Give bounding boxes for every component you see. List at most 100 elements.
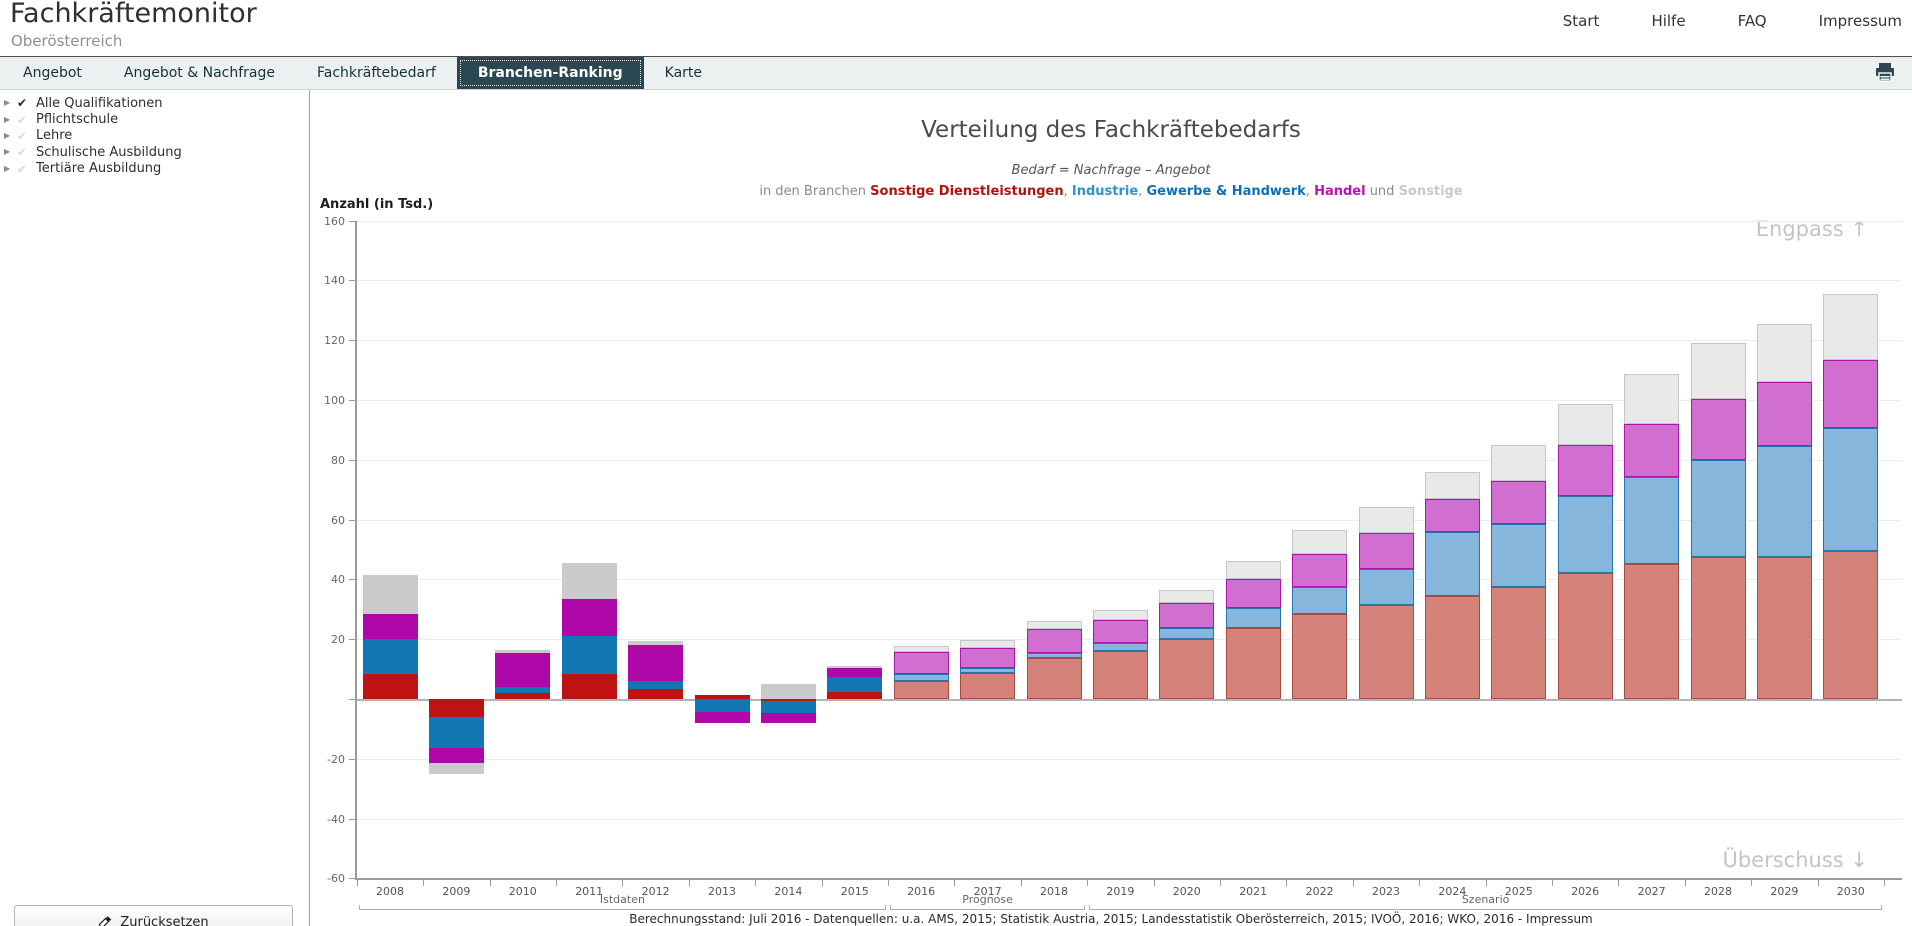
bar-segment-2013-dienstleistungen[interactable] [694, 694, 750, 699]
bar-segment-2019-sonstige[interactable] [1092, 610, 1148, 621]
bar-segment-2030-handel[interactable] [1823, 360, 1879, 429]
bar-segment-2030-dienstleistungen[interactable] [1823, 550, 1879, 699]
bar-segment-2008-dienstleistungen[interactable] [362, 673, 418, 699]
bar-segment-2011-handel[interactable] [561, 598, 617, 637]
nav-link-hilfe[interactable]: Hilfe [1651, 12, 1686, 30]
tree-expand-icon[interactable]: ▶ [4, 98, 11, 108]
bar-segment-2024-handel[interactable] [1424, 498, 1480, 533]
bar-segment-2018-industrie[interactable] [1026, 652, 1082, 658]
bar-segment-2023-handel[interactable] [1358, 533, 1414, 569]
bar-segment-2025-handel[interactable] [1491, 480, 1547, 525]
bar-segment-2028-industrie[interactable] [1690, 459, 1746, 557]
bar-segment-2025-dienstleistungen[interactable] [1491, 587, 1547, 699]
print-button[interactable] [1874, 61, 1896, 83]
bar-segment-2030-sonstige[interactable] [1823, 294, 1879, 361]
bar-segment-2015-sonstige[interactable] [827, 666, 883, 668]
bar-segment-2017-industrie[interactable] [960, 667, 1016, 673]
bar-segment-2013-industrie[interactable] [694, 699, 750, 713]
bar-segment-2026-industrie[interactable] [1557, 495, 1613, 574]
tree-expand-icon[interactable]: ▶ [4, 130, 11, 140]
bar-segment-2018-dienstleistungen[interactable] [1026, 657, 1082, 699]
bar-segment-2022-dienstleistungen[interactable] [1292, 614, 1348, 699]
tab-karte[interactable]: Karte [664, 65, 703, 81]
bar-segment-2027-handel[interactable] [1624, 423, 1680, 477]
bar-segment-2024-industrie[interactable] [1424, 532, 1480, 597]
bar-segment-2012-sonstige[interactable] [628, 640, 684, 646]
bar-segment-2029-industrie[interactable] [1756, 446, 1812, 557]
bar-segment-2027-sonstige[interactable] [1624, 374, 1680, 424]
bar-segment-2028-handel[interactable] [1690, 399, 1746, 460]
reset-button[interactable]: Zurücksetzen [14, 905, 293, 926]
tab-fachkr-ftebedarf[interactable]: Fachkräftebedarf [317, 65, 436, 81]
bar-segment-2029-dienstleistungen[interactable] [1756, 556, 1812, 699]
bar-segment-2030-industrie[interactable] [1823, 428, 1879, 551]
nav-link-impressum[interactable]: Impressum [1818, 12, 1902, 30]
bar-segment-2026-dienstleistungen[interactable] [1557, 573, 1613, 699]
bar-segment-2017-handel[interactable] [960, 647, 1016, 668]
bar-segment-2010-sonstige[interactable] [495, 649, 551, 653]
sidebar-item-pflichtschule[interactable]: ▶ ✔ Pflichtschule [4, 111, 305, 127]
bar-segment-2026-sonstige[interactable] [1557, 403, 1613, 445]
nav-link-start[interactable]: Start [1562, 12, 1600, 30]
sidebar-item-lehre[interactable]: ▶ ✔ Lehre [4, 128, 305, 144]
sidebar-item-terti-re-ausbildung[interactable]: ▶ ✔ Tertiäre Ausbildung [4, 161, 305, 177]
bar-segment-2010-industrie[interactable] [495, 687, 551, 693]
bar-segment-2019-industrie[interactable] [1092, 643, 1148, 652]
bar-segment-2021-dienstleistungen[interactable] [1225, 628, 1281, 699]
bar-segment-2021-industrie[interactable] [1225, 608, 1281, 629]
bar-segment-2028-sonstige[interactable] [1690, 342, 1746, 400]
bar-segment-2017-dienstleistungen[interactable] [960, 672, 1016, 699]
bar-segment-2011-industrie[interactable] [561, 636, 617, 674]
bar-segment-2020-handel[interactable] [1159, 602, 1215, 629]
bar-segment-2010-handel[interactable] [495, 652, 551, 688]
bar-segment-2025-sonstige[interactable] [1491, 444, 1547, 481]
bar-segment-2029-sonstige[interactable] [1756, 324, 1812, 383]
bar-segment-2009-sonstige[interactable] [428, 763, 484, 774]
bar-segment-2014-sonstige[interactable] [760, 684, 816, 699]
bar-segment-2019-dienstleistungen[interactable] [1092, 651, 1148, 699]
bar-segment-2018-sonstige[interactable] [1026, 620, 1082, 629]
bar-segment-2020-industrie[interactable] [1159, 628, 1215, 640]
bar-segment-2008-industrie[interactable] [362, 639, 418, 674]
bar-segment-2017-sonstige[interactable] [960, 639, 1016, 648]
nav-link-faq[interactable]: FAQ [1737, 12, 1767, 30]
tree-expand-icon[interactable]: ▶ [4, 163, 11, 173]
bar-segment-2016-handel[interactable] [893, 651, 949, 674]
bar-segment-2014-handel[interactable] [760, 713, 816, 723]
checkmark-icon[interactable]: ✔ [17, 112, 28, 127]
bar-segment-2024-dienstleistungen[interactable] [1424, 596, 1480, 699]
bar-segment-2015-dienstleistungen[interactable] [827, 691, 883, 699]
bar-segment-2020-sonstige[interactable] [1159, 589, 1215, 603]
bar-segment-2013-handel[interactable] [694, 712, 750, 723]
bar-segment-2026-handel[interactable] [1557, 444, 1613, 496]
bar-segment-2021-handel[interactable] [1225, 579, 1281, 609]
bar-segment-2014-industrie[interactable] [760, 701, 816, 714]
bar-segment-2027-dienstleistungen[interactable] [1624, 563, 1680, 699]
bar-segment-2010-dienstleistungen[interactable] [495, 693, 551, 699]
tab-branchen-ranking[interactable]: Branchen-Ranking [456, 57, 644, 89]
bar-segment-2028-dienstleistungen[interactable] [1690, 556, 1746, 699]
bar-segment-2024-sonstige[interactable] [1424, 471, 1480, 499]
chart-footer[interactable]: Berechnungsstand: Juli 2016 - Datenquell… [629, 912, 1593, 926]
bar-segment-2012-industrie[interactable] [628, 681, 684, 689]
checkmark-icon[interactable]: ✔ [17, 161, 28, 176]
bar-segment-2021-sonstige[interactable] [1225, 560, 1281, 580]
bar-segment-2016-dienstleistungen[interactable] [893, 681, 949, 699]
bar-segment-2023-sonstige[interactable] [1358, 506, 1414, 534]
bar-segment-2014-dienstleistungen[interactable] [760, 699, 816, 702]
bar-segment-2023-dienstleistungen[interactable] [1358, 604, 1414, 699]
bar-segment-2009-industrie[interactable] [428, 716, 484, 749]
bar-segment-2020-dienstleistungen[interactable] [1159, 639, 1215, 699]
bar-segment-2009-handel[interactable] [428, 748, 484, 764]
bar-segment-2012-dienstleistungen[interactable] [628, 688, 684, 699]
bar-segment-2009-dienstleistungen[interactable] [428, 699, 484, 717]
bar-segment-2025-industrie[interactable] [1491, 524, 1547, 588]
bar-segment-2018-handel[interactable] [1026, 628, 1082, 653]
bar-segment-2022-industrie[interactable] [1292, 586, 1348, 615]
checkmark-icon[interactable]: ✔ [17, 145, 28, 160]
bar-segment-2015-handel[interactable] [827, 667, 883, 677]
tab-angebot-nachfrage[interactable]: Angebot & Nachfrage [123, 65, 276, 81]
sidebar-item-alle-qualifikationen[interactable]: ▶ ✔ Alle Qualifikationen [4, 95, 305, 111]
checkmark-icon[interactable]: ✔ [17, 128, 28, 143]
sidebar-item-schulische-ausbildung[interactable]: ▶ ✔ Schulische Ausbildung [4, 144, 305, 160]
